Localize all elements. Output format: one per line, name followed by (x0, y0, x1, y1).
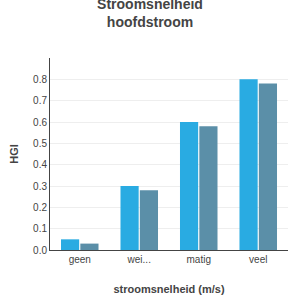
svg-text:0.2: 0.2 (33, 202, 47, 213)
svg-text:0.0: 0.0 (33, 245, 47, 256)
svg-text:0.1: 0.1 (33, 223, 47, 234)
svg-text:0.4: 0.4 (33, 159, 47, 170)
svg-text:geen: geen (69, 254, 91, 265)
svg-text:matig: matig (187, 254, 211, 265)
svg-text:HGI: HGI (8, 144, 20, 164)
svg-text:0.6: 0.6 (33, 117, 47, 128)
svg-text:Stroomsnelheidhoofdstroom: Stroomsnelheidhoofdstroom (97, 0, 203, 30)
svg-text:0.7: 0.7 (33, 95, 47, 106)
svg-text:0.8: 0.8 (33, 74, 47, 85)
svg-text:0.3: 0.3 (33, 181, 47, 192)
svg-text:veel: veel (249, 254, 267, 265)
svg-text:0.5: 0.5 (33, 138, 47, 149)
svg-text:wei...: wei... (127, 254, 151, 265)
svg-text:stroomsnelheid (m/s): stroomsnelheid (m/s) (113, 283, 225, 295)
